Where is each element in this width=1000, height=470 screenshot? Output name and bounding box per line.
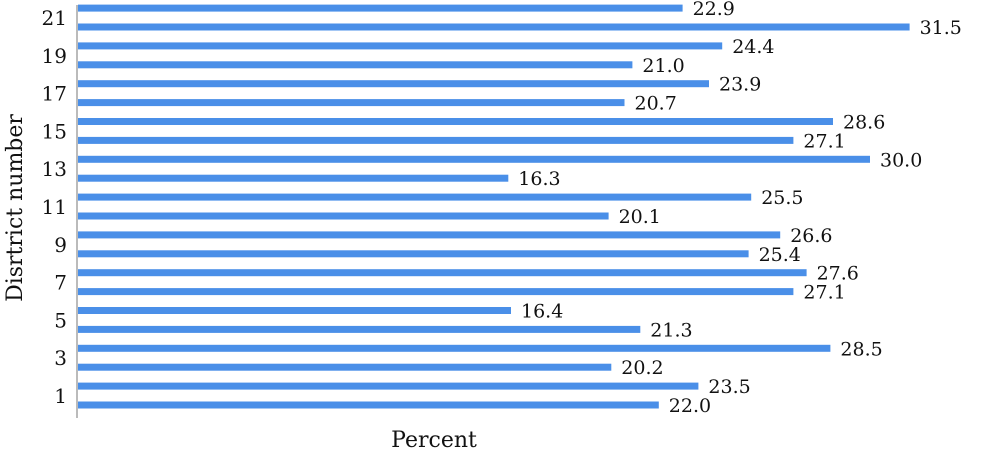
- bar-district-20: [78, 42, 723, 50]
- data-label-district-6: 16.4: [521, 301, 563, 323]
- data-label-district-12: 25.5: [761, 187, 803, 209]
- y-tick-label-11: 11: [42, 195, 67, 219]
- y-tick-label-19: 19: [42, 44, 67, 68]
- bar-district-11: [78, 212, 609, 220]
- bar-district-19: [78, 61, 633, 69]
- x-axis-title: Percent: [391, 428, 477, 453]
- data-label-district-9: 25.4: [759, 244, 801, 266]
- data-label-district-22: 22.9: [693, 0, 735, 20]
- bar-district-17: [78, 99, 625, 107]
- bar-district-5: [78, 325, 641, 333]
- y-tick-label-15: 15: [42, 119, 67, 143]
- data-label-district-4: 28.5: [840, 338, 882, 360]
- data-label-district-18: 23.9: [719, 74, 761, 96]
- bars-group: [78, 4, 910, 409]
- data-label-district-14: 30.0: [880, 149, 922, 171]
- data-labels-group: 22.023.520.228.521.316.427.127.625.426.6…: [518, 0, 962, 417]
- bar-district-2: [78, 382, 699, 390]
- y-tick-label-17: 17: [42, 82, 67, 106]
- data-label-district-5: 21.3: [650, 319, 692, 341]
- bar-district-22: [78, 4, 683, 12]
- y-tick-label-13: 13: [42, 157, 67, 181]
- bar-district-12: [78, 193, 752, 201]
- bar-district-13: [78, 174, 509, 182]
- bar-district-1: [78, 401, 659, 409]
- bar-district-6: [78, 307, 511, 314]
- data-label-district-8: 27.6: [817, 263, 859, 285]
- data-label-district-20: 24.4: [732, 36, 774, 58]
- data-label-district-15: 27.1: [803, 130, 845, 152]
- y-tick-label-1: 1: [54, 384, 67, 408]
- data-label-district-13: 16.3: [518, 168, 560, 190]
- y-tick-label-21: 21: [42, 6, 67, 30]
- y-axis-title: Disrtrict number: [3, 114, 28, 302]
- y-tick-label-5: 5: [54, 308, 67, 332]
- bar-district-18: [78, 80, 709, 88]
- bar-district-8: [78, 269, 807, 277]
- bar-district-15: [78, 136, 794, 144]
- data-label-district-2: 23.5: [708, 376, 750, 398]
- bar-district-10: [78, 231, 781, 239]
- data-label-district-21: 31.5: [920, 17, 962, 39]
- y-tick-label-7: 7: [54, 271, 67, 295]
- bar-district-9: [78, 250, 749, 258]
- data-label-district-19: 21.0: [642, 55, 684, 77]
- bar-district-7: [78, 288, 794, 296]
- data-label-district-11: 20.1: [619, 206, 661, 228]
- y-tick-label-9: 9: [54, 233, 67, 257]
- bar-district-14: [78, 155, 870, 163]
- data-label-district-10: 26.6: [790, 225, 832, 247]
- data-label-district-16: 28.6: [843, 112, 885, 134]
- bar-district-16: [78, 118, 833, 125]
- data-label-district-1: 22.0: [669, 395, 711, 417]
- bar-district-4: [78, 344, 831, 352]
- data-label-district-17: 20.7: [635, 93, 677, 115]
- bar-district-3: [78, 363, 612, 371]
- y-tick-label-3: 3: [54, 346, 67, 370]
- bar-district-21: [78, 23, 910, 31]
- data-label-district-3: 20.2: [621, 357, 663, 379]
- data-label-district-7: 27.1: [803, 282, 845, 304]
